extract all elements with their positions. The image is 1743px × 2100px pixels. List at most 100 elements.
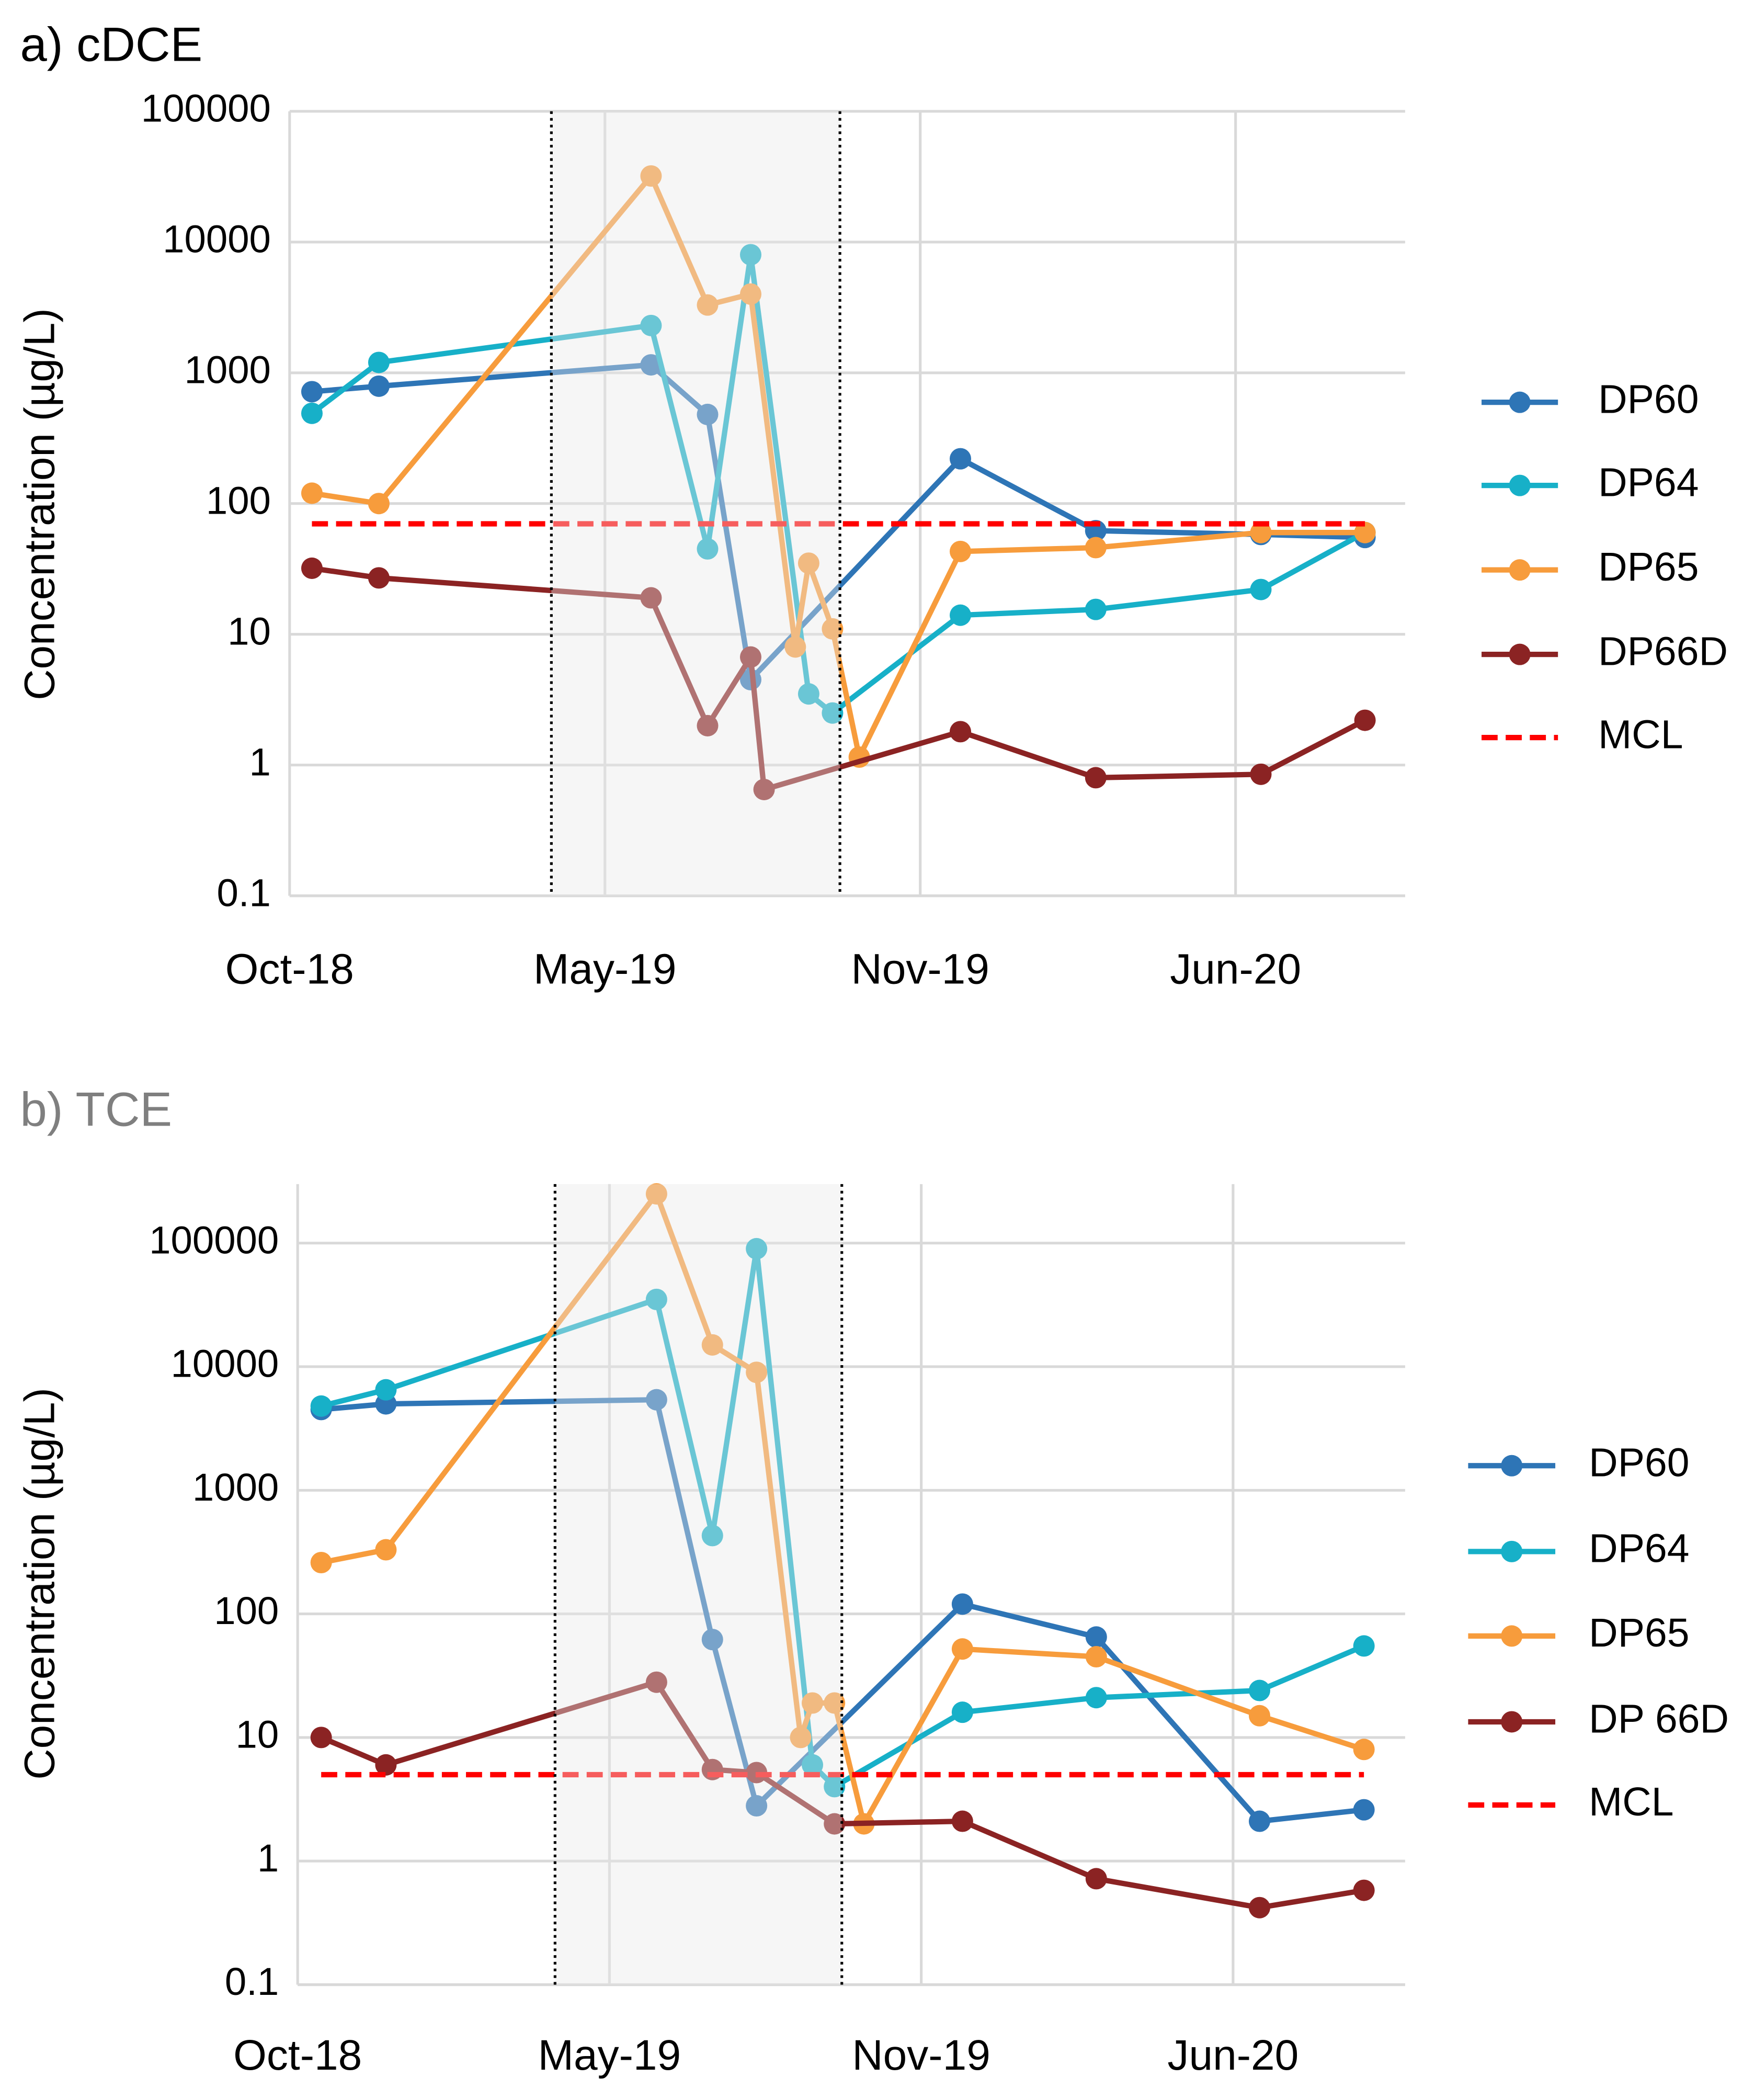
legend-label: DP65 [1598,544,1699,589]
data-point [1250,521,1272,543]
data-point [1085,1646,1107,1668]
y-tick-label: 0.1 [225,1960,279,2003]
legend-label: DP60 [1598,377,1699,422]
shaded-period [555,1184,842,1985]
y-tick-label: 10 [227,609,271,653]
legend-label: DP64 [1598,460,1699,505]
data-point [1085,537,1107,559]
data-point [1085,598,1107,620]
data-point [1353,1799,1375,1821]
data-point [697,403,719,425]
data-point [375,1379,397,1401]
x-tick-label: May-19 [538,2031,681,2079]
y-tick-label: 1 [257,1836,279,1880]
data-point [753,778,775,800]
y-tick-label: 100000 [149,1218,279,1262]
data-point [822,702,844,724]
y-axis-label: Concentration (µg/L) [16,308,64,700]
series-line [311,565,1366,793]
legend-label: MCL [1598,712,1683,757]
data-point [645,1183,667,1205]
data-point [645,1671,667,1693]
data-point [824,1813,846,1835]
data-point [949,604,972,626]
y-tick-label: 1 [249,740,271,784]
data-point [746,1238,768,1259]
data-point [701,1334,723,1356]
data-point [1085,1868,1107,1890]
data-point [951,1638,973,1660]
data-point [310,1395,332,1417]
data-point [949,540,972,562]
data-point [798,552,819,574]
legend-marker [1509,643,1531,665]
data-point [1250,763,1272,785]
y-tick-label: 10000 [171,1342,279,1386]
data-point [739,283,761,305]
data-point [802,1754,824,1776]
y-tick-label: 10 [236,1713,279,1756]
x-tick-label: May-19 [533,945,677,993]
data-point [951,1810,973,1832]
data-point [375,1539,397,1561]
x-tick-label: Jun-20 [1170,945,1301,993]
data-point [645,1389,667,1411]
y-tick-label: 100 [214,1589,279,1632]
data-point [1248,1810,1270,1832]
data-point [1085,1687,1107,1709]
data-point [1248,1705,1270,1727]
data-point [640,354,662,376]
data-point [310,1727,332,1749]
data-point [824,1776,846,1798]
data-point [1353,1739,1375,1761]
data-point [1085,1626,1107,1648]
data-point [697,294,719,316]
x-tick-label: Nov-19 [852,2031,990,2079]
data-point [790,1727,812,1749]
legend-label: DP60 [1589,1440,1689,1485]
data-point [301,557,323,579]
legend-label: DP 66D [1589,1696,1729,1741]
data-point [1353,1879,1375,1901]
data-point [301,381,323,403]
data-point [824,1692,846,1714]
legend-label: DP64 [1589,1526,1689,1571]
legend-label: DP65 [1589,1610,1689,1655]
legend-label: DP66D [1598,629,1728,674]
panel-title: a) cDCE [20,17,202,72]
data-point [746,1795,768,1817]
data-point [746,1361,768,1383]
legend-marker [1509,559,1531,581]
data-point [1354,521,1376,543]
x-tick-label: Jun-20 [1167,2031,1298,2079]
panel-title: b) TCE [20,1082,172,1136]
y-tick-label: 10000 [163,217,271,260]
data-point [697,538,719,560]
data-point [701,1525,723,1547]
y-tick-label: 1000 [192,1466,279,1509]
data-point [802,1692,824,1714]
data-point [368,567,390,589]
y-tick-label: 100 [206,479,271,522]
y-tick-label: 0.1 [217,871,271,914]
y-axis-label: Concentration (µg/L) [16,1388,64,1779]
data-point [1250,578,1272,600]
data-point [645,1288,667,1310]
series-line [320,1679,1365,1911]
data-point [368,493,390,515]
data-point [951,1593,973,1615]
x-tick-label: Oct-18 [233,2031,362,2079]
data-point [375,1754,397,1776]
data-point [368,375,390,397]
series-line [321,1397,1364,1824]
data-point [640,165,662,187]
data-point [739,646,761,668]
data-point [310,1551,332,1574]
legend-marker [1509,391,1531,413]
data-point [1248,1897,1270,1919]
data-point [949,721,972,743]
x-tick-label: Oct-18 [225,945,354,993]
data-point [368,351,390,373]
shaded-period [551,111,840,896]
